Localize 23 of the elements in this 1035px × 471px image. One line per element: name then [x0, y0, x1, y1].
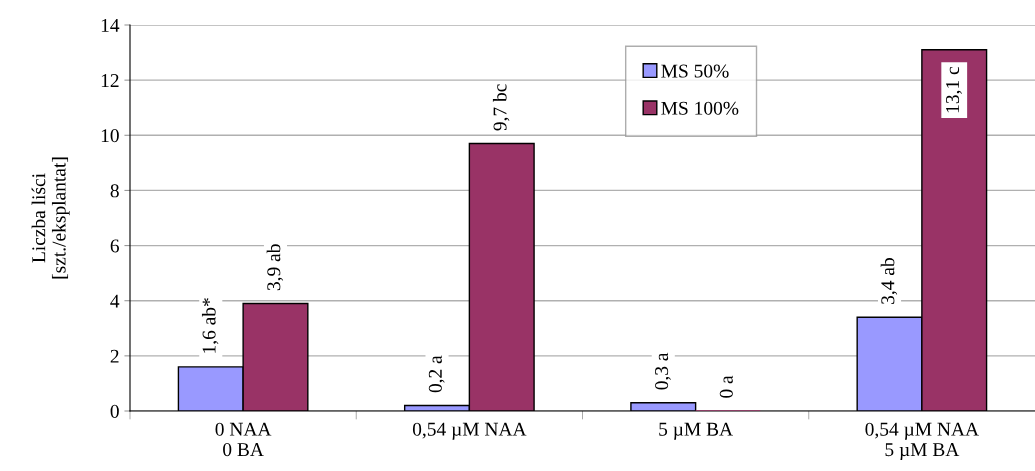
- data-label: 0 a: [719, 375, 733, 398]
- y-tick-label: 8: [110, 184, 119, 198]
- x-tick-label: 5 µM BA: [659, 422, 733, 440]
- data-label: 3,4 ab: [880, 258, 898, 304]
- x-tick-label: 0 NAA 0 BA: [215, 422, 272, 457]
- y-tick-label: 6: [110, 239, 119, 253]
- x-tick-label: 0,54 µM NAA: [412, 422, 527, 440]
- data-label: 0,3 a: [655, 352, 671, 390]
- data-label: 1,6 ab*: [201, 298, 219, 353]
- data-label: 0,2 a: [428, 355, 445, 393]
- y-tick-label: 4: [110, 294, 120, 308]
- legend-label: MS 50%: [661, 64, 729, 78]
- y-tick-label: 12: [101, 74, 119, 87]
- data-label: 9,7 bc: [492, 84, 510, 131]
- legend-label: MS 100%: [661, 101, 739, 115]
- y-tick-label: 0: [110, 404, 119, 418]
- y-axis-title: Liczba liści [szt./eksplantat]: [31, 157, 70, 279]
- data-label: 3,9 ab: [266, 244, 284, 291]
- x-tick-label: 0,54 µM NAA 5 µM BA: [865, 422, 979, 461]
- y-tick-label: 2: [110, 349, 119, 363]
- y-tick-label: 10: [101, 129, 119, 143]
- data-label: 13,1 c: [946, 66, 962, 113]
- y-tick-label: 14: [101, 18, 120, 32]
